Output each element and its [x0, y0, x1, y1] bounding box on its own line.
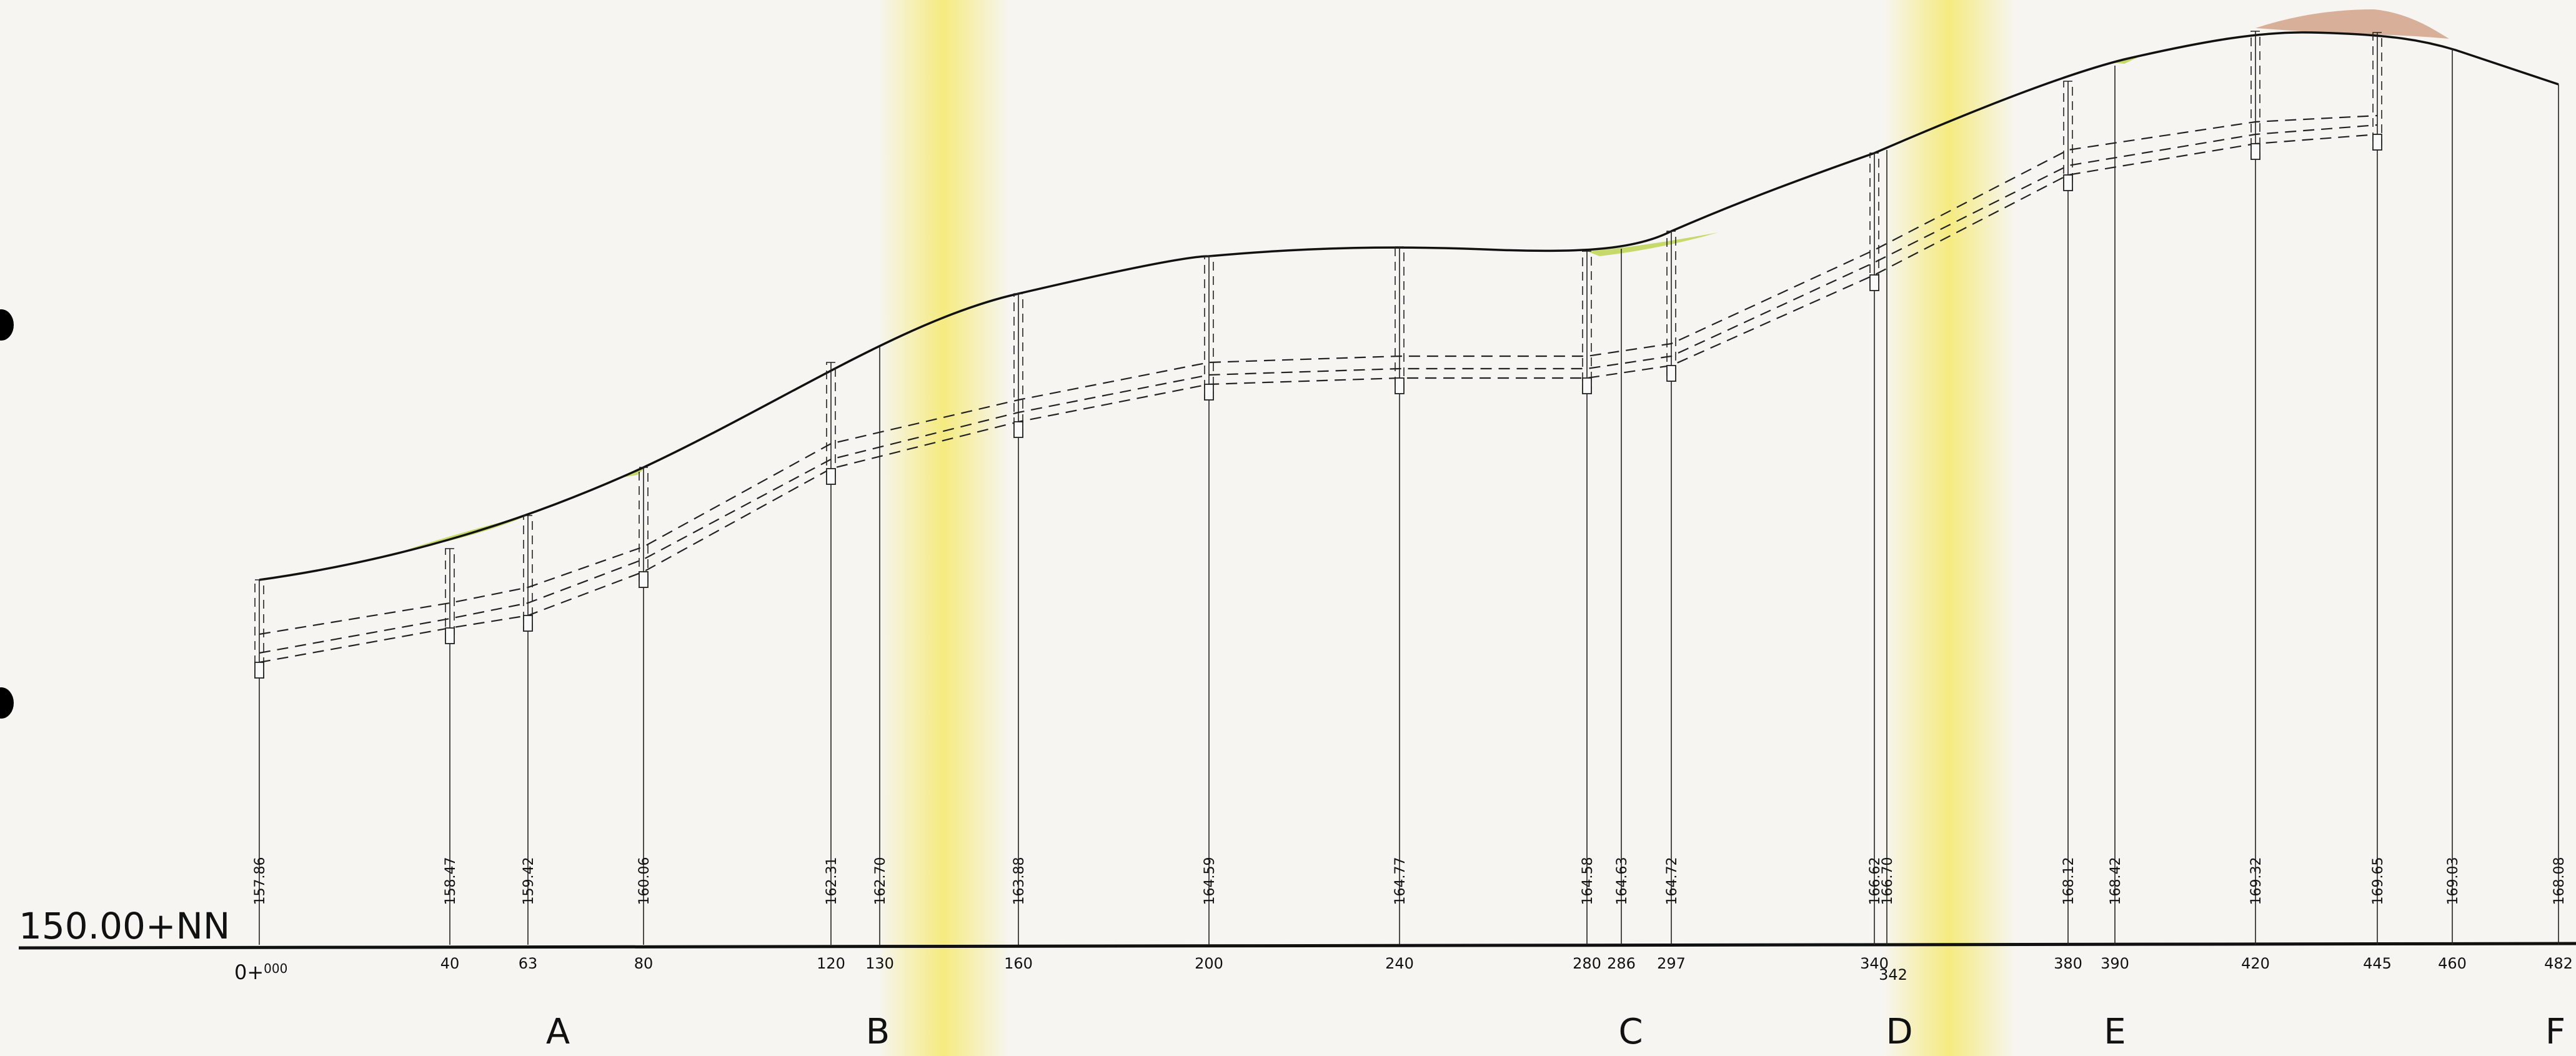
section-label-c: C	[1618, 1012, 1643, 1052]
section-label-b: B	[866, 1012, 890, 1052]
station-st-160: 163.88 160	[1004, 293, 1033, 972]
borehole-marker	[2250, 31, 2260, 160]
borehole-base	[1666, 365, 1676, 382]
chainage-label: 445	[2363, 955, 2392, 972]
elevation-label: 157.86	[252, 857, 268, 905]
elevation-label: 160.06	[637, 857, 652, 905]
chainage-label: 342	[1879, 966, 1907, 984]
elevation-label: 168.42	[2108, 857, 2124, 905]
binding-hole	[0, 309, 14, 341]
elevation-label: 163.88	[1012, 857, 1027, 905]
chainage-label: 130	[865, 955, 894, 972]
chainage-label: 40	[440, 955, 460, 972]
binding-hole	[0, 687, 14, 719]
section-label-a: A	[546, 1012, 570, 1052]
station-st-120: 162.31 120	[817, 362, 845, 972]
elevation-label: 166.62	[1867, 857, 1883, 905]
elevation-label: 158.47	[443, 857, 459, 905]
chainage-label: 80	[634, 955, 654, 972]
borehole-base	[254, 662, 264, 679]
elevation-label: 162.31	[824, 857, 840, 905]
borehole-marker	[1582, 251, 1592, 394]
elevation-label: 169.65	[2370, 857, 2386, 905]
station-st-482: 168.08 482	[2544, 84, 2573, 972]
elevation-label: 164.77	[1393, 857, 1408, 905]
station-st-130: 162.70 130	[865, 347, 894, 972]
borehole-marker	[254, 579, 264, 679]
ground-line	[259, 31, 2559, 581]
station-st-420: 169.32 420	[2241, 31, 2270, 972]
station-st-0: 157.86	[252, 579, 268, 945]
borehole-base	[639, 571, 649, 588]
station-layer: 157.86 158.4740159.4263160.0680162.311201…	[252, 31, 2573, 984]
chainage-label: 460	[2438, 955, 2467, 972]
section-label-d: D	[1886, 1012, 1912, 1052]
station-st-297: 164.72 297	[1657, 231, 1686, 972]
chainage-label: 240	[1385, 955, 1414, 972]
borehole-base	[523, 615, 533, 632]
chainage-label: 482	[2544, 955, 2573, 972]
borehole-marker	[1204, 256, 1214, 401]
chainage-label: 63	[519, 955, 538, 972]
station-st-340: 166.62 340	[1860, 152, 1889, 972]
borehole-base	[1869, 274, 1879, 291]
elevation-label: 169.32	[2249, 857, 2264, 905]
station-st-390: 168.42 390	[2101, 66, 2129, 972]
station-st-200: 164.59 200	[1195, 256, 1223, 972]
station-st-460: 169.03 460	[2438, 49, 2467, 972]
highlight-band-d	[1884, 0, 2015, 1056]
elevation-label: 162.70	[873, 857, 888, 905]
borehole-base	[2372, 134, 2382, 151]
station-st-445: 169.65 445	[2363, 32, 2392, 972]
chainage-label: 160	[1004, 955, 1033, 972]
station-st-40: 158.47 40	[440, 548, 460, 972]
station-st-63: 159.42 63	[519, 515, 538, 972]
elevation-label: 164.63	[1614, 857, 1630, 905]
chainage-label: 390	[2101, 955, 2129, 972]
borehole-base	[1395, 377, 1405, 394]
chainage-label: 280	[1573, 955, 1601, 972]
borehole-base	[2250, 143, 2260, 160]
chainage-label: 200	[1195, 955, 1223, 972]
section-label-f: F	[2545, 1012, 2565, 1052]
chainage-label: 286	[1607, 955, 1636, 972]
section-layer: A B C D E F	[546, 1012, 2565, 1052]
station-st-240: 164.77 240	[1385, 246, 1414, 972]
chainage-label: 340	[1860, 955, 1889, 972]
station-st-380: 168.12 380	[2054, 81, 2082, 972]
borehole-base	[2063, 174, 2073, 191]
chainage-label: 420	[2241, 955, 2270, 972]
borehole-base	[1204, 384, 1214, 401]
borehole-base	[1013, 421, 1023, 438]
station-st-80: 160.06 80	[634, 467, 654, 972]
station-st-342: 166.70 342	[1879, 150, 1907, 984]
elevation-label: 164.72	[1664, 857, 1680, 905]
elevation-label: 168.12	[2061, 857, 2077, 905]
fill-area-280-297	[1587, 232, 1718, 256]
borehole-marker	[523, 515, 533, 632]
station-st-280: 164.58 280	[1573, 251, 1601, 972]
elevation-label: 168.08	[2552, 857, 2567, 905]
design-lines	[259, 114, 2378, 664]
datum-label: 150.00+NN	[19, 905, 230, 947]
chainage-label: 297	[1657, 955, 1686, 972]
chainage-label: 120	[817, 955, 845, 972]
borehole-marker	[1013, 293, 1023, 438]
elevation-label: 169.03	[2445, 857, 2461, 905]
borehole-base	[826, 468, 836, 485]
elevation-label: 159.42	[521, 857, 537, 905]
elevation-label: 164.58	[1580, 857, 1596, 905]
station-st-286: 164.63 286	[1607, 249, 1636, 972]
chainage-start-label: 0+000	[234, 960, 287, 984]
highlight-band-b	[878, 0, 1009, 1056]
section-label-e: E	[2104, 1012, 2126, 1052]
elevation-label: 164.59	[1202, 857, 1218, 905]
borehole-base	[1582, 377, 1592, 394]
datum-line	[18, 942, 2576, 950]
elevation-label: 166.70	[1880, 857, 1896, 905]
borehole-base	[445, 627, 455, 644]
chainage-label: 380	[2054, 955, 2082, 972]
